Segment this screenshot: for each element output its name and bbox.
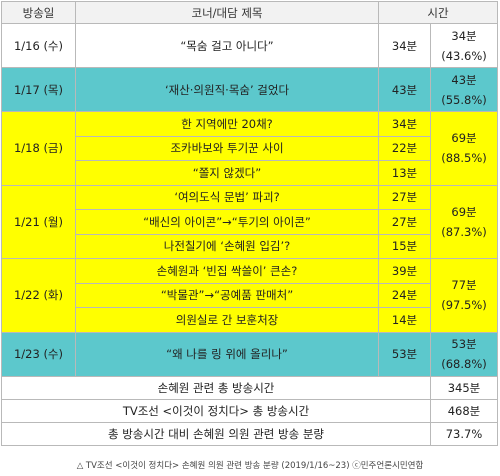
day-total-minutes: 69분 [451, 131, 477, 146]
day-total-cell: 43분 (55.8%) [429, 67, 499, 112]
segment-title: 의원실로 간 보훈처장 [75, 307, 379, 333]
segment-minutes: 39분 [378, 258, 431, 284]
segment-title: “쫄지 않겠다” [75, 160, 379, 186]
day-total-cell: 69분 (87.3%) [429, 184, 499, 259]
broadcast-date: 1/18 (금) [1, 111, 76, 186]
summary-label: TV조선 <이것이 정치다> 총 방송시간 [1, 398, 431, 423]
segment-title: 나전칠기에 ‘손혜원 입김’? [75, 233, 379, 259]
segment-title: “목숨 걸고 아니다” [75, 23, 379, 68]
segment-minutes: 43분 [378, 67, 431, 112]
segment-minutes: 24분 [378, 282, 431, 308]
summary-label: 손혜원 관련 총 방송시간 [1, 375, 431, 400]
table-header-row: 방송일 코너/대담 제목 시간 [1, 1, 499, 24]
broadcast-schedule-table: 방송일 코너/대담 제목 시간 1/16 (수) “목숨 걸고 아니다” 34분 34… [1, 1, 499, 446]
summary-value: 73.7% [429, 421, 499, 446]
day-total-minutes: 69분 [451, 204, 477, 219]
segment-minutes: 27분 [378, 184, 431, 210]
table-row: 1/23 (수) “왜 나를 링 위에 올리나” 53분 53분 (68.8%) [1, 331, 499, 377]
summary-row: 총 방송시간 대비 손혜원 의원 관련 방송 분량 73.7% [1, 421, 499, 446]
summary-row: 손혜원 관련 총 방송시간 345분 [1, 375, 499, 400]
broadcast-date: 1/21 (월) [1, 184, 76, 259]
day-total-cell: 34분 (43.6%) [429, 23, 499, 68]
segment-minutes: 27분 [378, 209, 431, 235]
table-row: 의원실로 간 보훈처장 14분 [1, 307, 498, 333]
day-share-percent: (97.5%) [441, 298, 487, 313]
broadcast-date: 1/16 (수) [1, 23, 76, 68]
figure-caption: △ TV조선 <이것이 정치다> 손혜원 의원 관련 방송 분량 (2019/1… [76, 461, 424, 471]
segment-title: “박물관”→“공예품 판매처” [75, 282, 379, 308]
broadcast-date: 1/23 (수) [1, 331, 76, 377]
table-row: 나전칠기에 ‘손혜원 입김’? 15분 [1, 233, 498, 259]
day-total-minutes: 34분 [451, 28, 477, 43]
segment-minutes: 15분 [378, 233, 431, 259]
segment-title: “왜 나를 링 위에 올리나” [75, 331, 379, 377]
summary-value: 468분 [429, 398, 499, 423]
schedule-body: 1/16 (수) “목숨 걸고 아니다” 34분 34분 (43.6%) 1/17 (목)… [1, 23, 499, 446]
header-title: 코너/대담 제목 [75, 1, 379, 24]
segment-minutes: 13분 [378, 160, 431, 186]
table-row: 조카바보와 투기꾼 사이 22분 [1, 135, 498, 161]
day-share-percent: (43.6%) [441, 48, 487, 63]
table-row: 1/21 (월) ‘여의도식 문법’ 파괴? 27분 69분 (87.3%) [1, 184, 499, 259]
segment-title: 손혜원과 ‘빈집 싹쓸이’ 큰손? [75, 258, 379, 284]
summary-row: TV조선 <이것이 정치다> 총 방송시간 468분 [1, 398, 499, 423]
segment-title: ‘여의도식 문법’ 파괴? [75, 184, 379, 210]
day-share-percent: (87.3%) [441, 224, 487, 239]
segment-minutes: 22분 [378, 135, 431, 161]
table-row: “쫄지 않겠다” 13분 [1, 160, 498, 186]
day-total-minutes: 43분 [451, 72, 477, 87]
segment-title: 한 지역에만 20채? [75, 111, 379, 137]
segment-minutes: 34분 [378, 23, 431, 68]
broadcast-date: 1/17 (목) [1, 67, 76, 112]
header-time: 시간 [377, 1, 499, 24]
day-share-percent: (68.8%) [441, 357, 487, 371]
table-row: 1/17 (목) ‘재산·의원직·목숨’ 걸었다 43분 43분 (55.8%) [1, 67, 499, 112]
segment-minutes: 53분 [378, 331, 431, 377]
segment-minutes: 14분 [378, 307, 431, 333]
day-total-cell: 53분 (68.8%) [429, 331, 499, 377]
segment-minutes: 34분 [378, 111, 431, 137]
segment-title: 조카바보와 투기꾼 사이 [75, 135, 379, 161]
table-row: “박물관”→“공예품 판매처” 24분 [1, 282, 498, 308]
day-total-minutes: 77분 [451, 278, 477, 293]
header-date: 방송일 [1, 1, 76, 24]
table-row: “배신의 아이콘”→“투기의 아이콘” 27분 [1, 209, 498, 235]
day-share-percent: (55.8%) [441, 92, 487, 107]
day-share-percent: (88.5%) [441, 151, 487, 166]
broadcast-date: 1/22 (화) [1, 258, 76, 333]
summary-label: 총 방송시간 대비 손혜원 의원 관련 방송 분량 [1, 421, 431, 446]
table-row: 1/22 (화) 손혜원과 ‘빈집 싹쓸이’ 큰손? 39분 77분 (97.5%) [1, 258, 499, 333]
summary-value: 345분 [429, 375, 499, 400]
segment-title: ‘재산·의원직·목숨’ 걸었다 [75, 67, 379, 112]
segment-title: “배신의 아이콘”→“투기의 아이콘” [75, 209, 379, 235]
day-total-cell: 69분 (88.5%) [429, 111, 499, 186]
day-total-cell: 77분 (97.5%) [429, 258, 499, 333]
day-total-minutes: 53분 [451, 337, 477, 351]
table-row: 1/16 (수) “목숨 걸고 아니다” 34분 34분 (43.6%) [1, 23, 499, 68]
table-row: 1/18 (금) 한 지역에만 20채? 34분 69분 (88.5%) [1, 111, 499, 186]
